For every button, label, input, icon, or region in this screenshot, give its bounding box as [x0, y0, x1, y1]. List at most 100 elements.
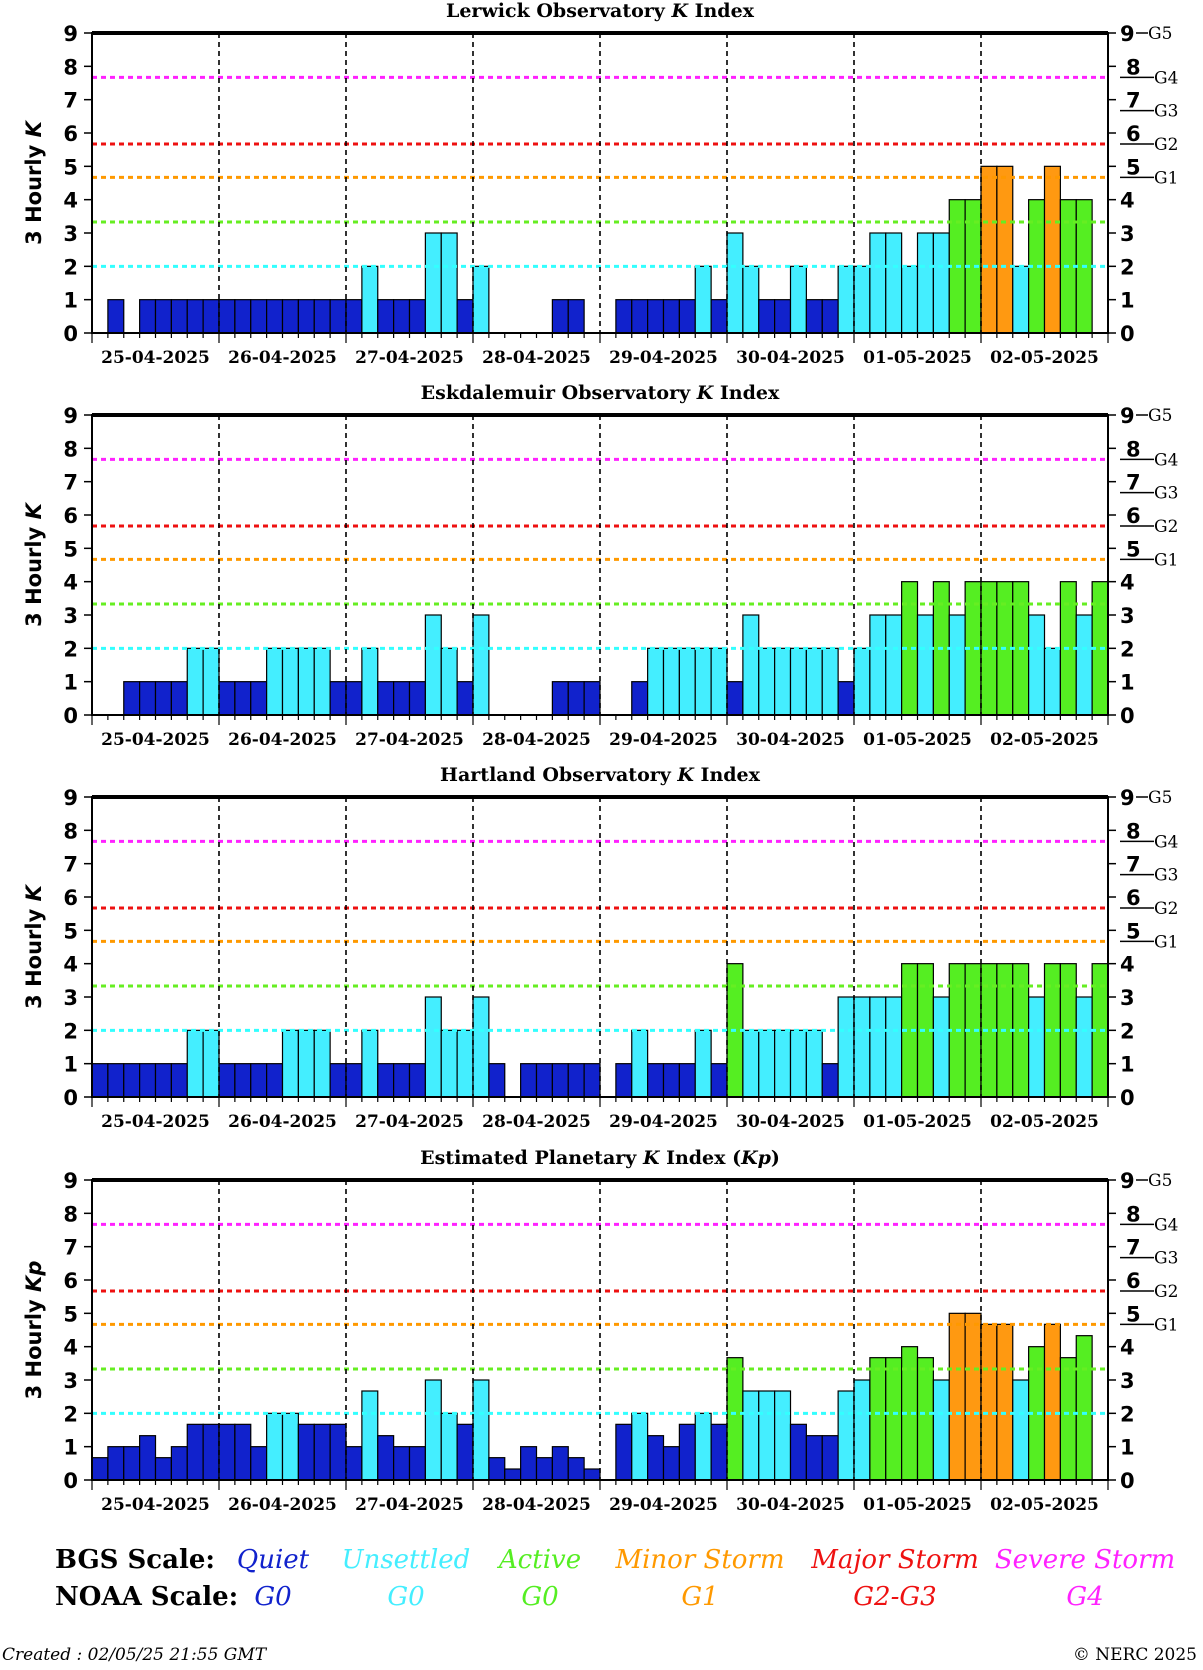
x-date-label: 02-05-2025	[990, 348, 1099, 368]
k-bar	[774, 647, 792, 716]
y-tick-label: 4	[63, 189, 78, 213]
k-bar	[1075, 996, 1093, 1098]
y-tick-label: 5	[63, 155, 78, 179]
y-tick-label-right: 2	[1120, 1402, 1135, 1426]
k-bar	[456, 1029, 474, 1098]
y-tick-label-right: 0	[1120, 322, 1135, 346]
y-tick-label: 7	[63, 853, 78, 877]
y-tick-label-right: 0	[1120, 1086, 1135, 1110]
y-tick-label: 6	[63, 122, 78, 146]
k-bar	[297, 1029, 315, 1098]
k-bar	[393, 1446, 411, 1481]
k-bar	[440, 1412, 458, 1481]
y-axis-label-part: 3 Hourly	[22, 519, 46, 626]
y-tick-label: 1	[63, 671, 78, 695]
k-bar	[123, 1063, 141, 1098]
k-bar	[885, 614, 903, 716]
k-bar	[377, 299, 395, 334]
x-date-label: 25-04-2025	[101, 1495, 210, 1515]
x-date-label: 02-05-2025	[990, 1112, 1099, 1132]
chart-title: Estimated Planetary K Index (Kp)	[420, 1147, 780, 1169]
k-bar	[694, 1412, 712, 1481]
k-bar	[631, 299, 649, 334]
x-date-label: 29-04-2025	[609, 1112, 718, 1132]
k-bar	[662, 647, 680, 716]
k-bar	[393, 681, 411, 716]
k-bar	[885, 1357, 903, 1481]
y-tick-label: 3	[63, 604, 78, 628]
k-bar	[805, 299, 823, 334]
k-bar	[202, 647, 220, 716]
y-tick-label: 5	[63, 919, 78, 943]
k-bar	[186, 1423, 204, 1481]
noaa-g-label: G5	[1148, 406, 1172, 426]
k-bar	[154, 1063, 172, 1098]
chart-title-part: Estimated Planetary	[420, 1147, 643, 1169]
k-bar	[567, 681, 585, 716]
k-bar	[345, 299, 363, 334]
k-bar	[1075, 1335, 1093, 1481]
y-tick-label: 5	[63, 1302, 78, 1326]
k-bar	[694, 1029, 712, 1098]
noaa-g-label: G5	[1148, 24, 1172, 44]
x-date-label: 27-04-2025	[355, 1112, 464, 1132]
x-date-label: 28-04-2025	[482, 730, 591, 750]
k-bar	[932, 996, 950, 1098]
y-tick-label-right: 4	[1120, 571, 1135, 595]
k-bar	[1028, 996, 1046, 1098]
chart-title: Eskdalemuir Observatory K Index	[421, 382, 780, 404]
k-bar	[1043, 165, 1061, 334]
y-tick-label: 1	[63, 1053, 78, 1077]
k-bar	[123, 1446, 141, 1481]
k-bar	[869, 232, 887, 334]
bgs-quiet: Quiet	[236, 1545, 310, 1575]
k-bar	[647, 647, 665, 716]
noaa-minor-storm: G1	[681, 1582, 719, 1612]
y-axis-label: 3 Hourly K	[22, 119, 46, 244]
x-date-label: 26-04-2025	[228, 1495, 337, 1515]
y-tick-label: 9	[63, 22, 78, 46]
k-bar	[535, 1063, 553, 1098]
bgs-severe-storm: Severe Storm	[994, 1545, 1176, 1575]
k-bar	[170, 1063, 188, 1098]
k-bar	[123, 681, 141, 716]
k-bar	[758, 1390, 776, 1481]
k-bar	[408, 681, 426, 716]
k-bar	[662, 299, 680, 334]
bgs-scale-row: BGS Scale: Quiet Unsettled Active Minor …	[0, 1545, 1203, 1585]
k-bar	[916, 614, 934, 716]
y-tick-label-right: 0	[1120, 704, 1135, 728]
y-tick-label: 2	[63, 1019, 78, 1043]
noaa-tick-label: 5	[1126, 155, 1141, 179]
k-bar	[440, 232, 458, 334]
k-bar	[948, 614, 966, 716]
y-tick-label-right: 2	[1120, 255, 1135, 279]
k-bar	[932, 1379, 950, 1481]
k-bar	[504, 1468, 522, 1481]
copyright: © NERC 2025	[1072, 1645, 1197, 1665]
noaa-severe-storm: G4	[1066, 1582, 1104, 1612]
k-bar	[250, 1063, 268, 1098]
k-bar	[218, 1423, 236, 1481]
k-bar	[710, 1423, 728, 1481]
y-tick-label: 7	[63, 471, 78, 495]
k-bar	[250, 299, 268, 334]
y-axis-label-part: K	[22, 883, 46, 901]
k-bar	[742, 1390, 760, 1481]
k-bar	[583, 1063, 601, 1098]
x-date-label: 28-04-2025	[482, 348, 591, 368]
k-bar	[885, 232, 903, 334]
k-bar	[742, 614, 760, 716]
noaa-tick-label: 6	[1126, 504, 1141, 528]
k-bar	[313, 647, 331, 716]
y-axis-label: 3 Hourly Kp	[22, 1261, 46, 1400]
k-bar	[758, 647, 776, 716]
noaa-g-label: G1	[1154, 550, 1178, 570]
y-tick-label: 0	[63, 322, 78, 346]
y-tick-label: 8	[63, 437, 78, 461]
y-axis-label-part: K	[22, 119, 46, 137]
noaa-tick-label: 8	[1126, 1202, 1141, 1226]
k-bar	[774, 299, 792, 334]
k-bar	[694, 265, 712, 334]
